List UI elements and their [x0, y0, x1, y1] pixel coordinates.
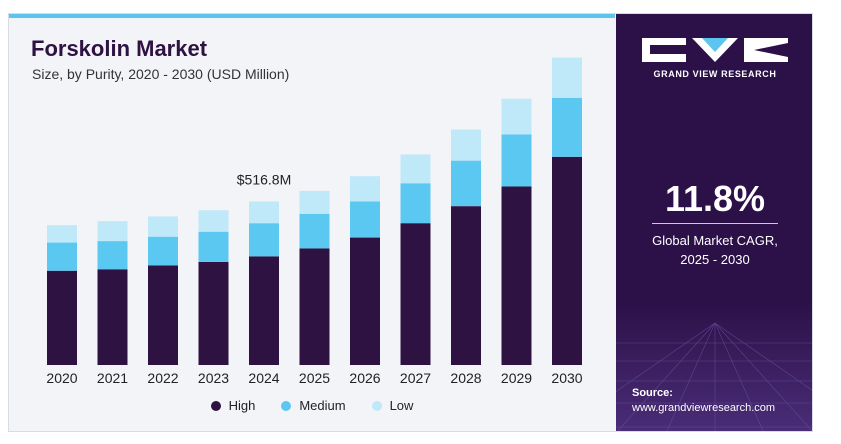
brand-name: GRAND VIEW RESEARCH [653, 69, 777, 79]
bar-high-2020 [47, 270, 77, 365]
legend-label-low: Low [389, 398, 414, 413]
legend-item-medium: Medium [281, 398, 346, 413]
bar-high-2026 [350, 237, 380, 365]
bar-medium-2029 [501, 134, 532, 187]
bar-low-2023 [198, 210, 229, 232]
legend-item-high: High [210, 398, 256, 413]
side-panel: GRAND VIEW RESEARCH 11.8% Global Market … [616, 14, 812, 431]
accent-bar [9, 14, 615, 18]
legend-item-low: Low [371, 398, 414, 413]
bar-low-2026 [350, 176, 380, 202]
value-annotation: $516.8M [237, 171, 291, 187]
bar-high-2021 [97, 269, 128, 365]
bar-low-2028 [451, 129, 481, 161]
bar-medium-2022 [148, 236, 178, 266]
bar-medium-2024 [249, 223, 279, 257]
bar-low-2021 [97, 221, 128, 242]
bar-low-2025 [299, 190, 330, 214]
bar-high-2029 [501, 186, 532, 365]
bar-high-2025 [299, 248, 330, 365]
legend-swatch-low [371, 400, 382, 411]
bar-medium-2027 [400, 183, 431, 224]
x-tick-label-2023: 2023 [198, 370, 229, 386]
chart-title: Forskolin Market [31, 36, 208, 61]
grand-view-research-logo-icon [642, 38, 788, 62]
x-tick-label-2027: 2027 [400, 370, 431, 386]
x-tick-label-2022: 2022 [147, 370, 178, 386]
cagr-divider [652, 223, 778, 224]
bar-medium-2030 [552, 97, 582, 157]
x-tick-label-2020: 2020 [46, 370, 77, 386]
bar-high-2027 [400, 223, 431, 365]
bar-medium-2028 [451, 160, 481, 207]
bar-medium-2023 [198, 231, 229, 262]
stacked-bar-chart: 2020 2021 2022 2023 2024 2025 2026 2027 2028 2029… [46, 57, 583, 386]
bar-medium-2020 [47, 242, 77, 271]
bar-group [47, 57, 582, 365]
legend-label-high: High [228, 398, 256, 413]
bar-high-2030 [552, 156, 582, 365]
chart-subtitle: Size, by Purity, 2020 - 2030 (USD Millio… [32, 66, 290, 82]
x-tick-label-2024: 2024 [248, 370, 279, 386]
x-tick-label-2030: 2030 [551, 370, 582, 386]
bar-low-2027 [400, 154, 431, 184]
bar-high-2024 [249, 256, 279, 365]
x-tick-label-2026: 2026 [349, 370, 380, 386]
bar-high-2023 [198, 261, 229, 365]
bar-low-2022 [148, 216, 178, 237]
infographic-card: Forskolin Market Size, by Purity, 2020 -… [8, 13, 813, 432]
cagr-value: 11.8% [664, 178, 766, 219]
x-tick-label-2028: 2028 [450, 370, 481, 386]
bar-high-2028 [451, 206, 481, 365]
cagr-label: Global Market CAGR, 2025 - 2030 [616, 231, 812, 269]
bar-high-2022 [148, 265, 178, 365]
bar-medium-2026 [350, 201, 380, 238]
decorative-grid [616, 303, 812, 431]
legend-swatch-high [210, 400, 221, 411]
source-url[interactable]: www.grandviewresearch.com [632, 402, 776, 414]
cagr-label-line2: 2025 - 2030 [680, 252, 750, 267]
x-tick-label-2029: 2029 [501, 370, 532, 386]
bar-medium-2021 [97, 241, 128, 270]
bar-low-2024 [249, 201, 279, 224]
x-tick-label-2025: 2025 [299, 370, 330, 386]
legend-label-medium: Medium [299, 398, 346, 413]
bar-low-2020 [47, 225, 77, 243]
legend-swatch-medium [281, 400, 292, 411]
bar-medium-2025 [299, 213, 330, 249]
bar-low-2030 [552, 57, 582, 98]
x-tick-label-2021: 2021 [97, 370, 128, 386]
cagr-label-line1: Global Market CAGR, [652, 233, 778, 248]
bar-low-2029 [501, 98, 532, 135]
x-axis-ticks: 2020 2021 2022 2023 2024 2025 2026 2027 2028 2029… [46, 370, 582, 386]
chart-legend: High Medium Low [9, 398, 615, 413]
source-label: Source: [632, 387, 673, 399]
